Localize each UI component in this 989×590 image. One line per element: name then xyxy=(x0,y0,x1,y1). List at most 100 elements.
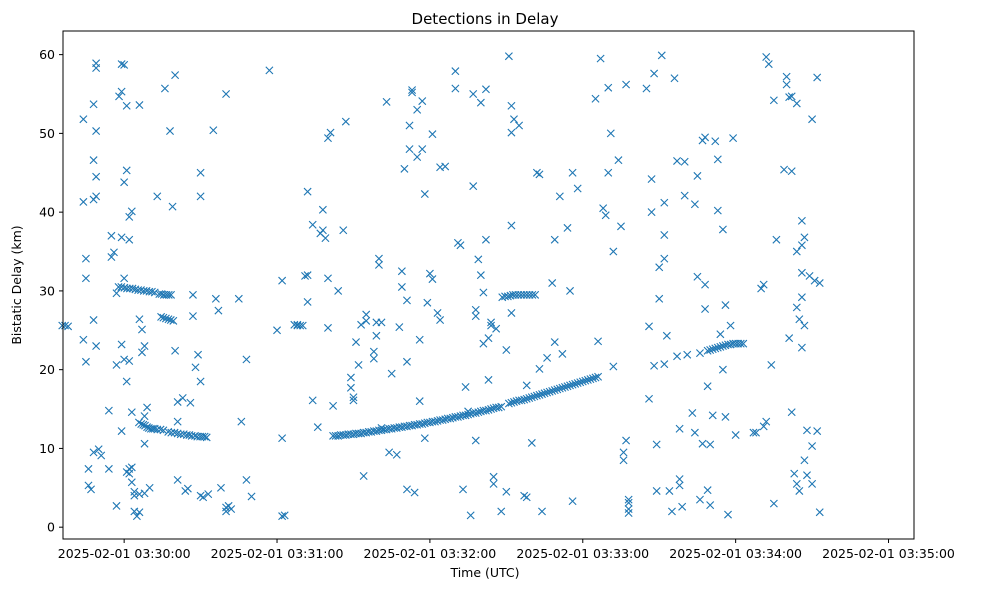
track-detection-marker xyxy=(538,390,546,399)
track-detection-marker xyxy=(147,287,156,296)
detection-marker xyxy=(137,348,146,357)
detection-marker xyxy=(492,324,501,333)
track-detection-marker xyxy=(535,390,544,399)
track-detection-marker xyxy=(484,405,493,414)
detection-marker xyxy=(352,338,360,347)
detection-marker xyxy=(800,456,809,465)
detection-marker xyxy=(787,92,796,101)
detection-marker xyxy=(507,308,516,317)
track-detection-marker xyxy=(522,394,531,403)
detection-marker xyxy=(89,156,98,165)
track-detection-marker xyxy=(531,290,540,299)
detection-marker xyxy=(706,501,715,510)
detection-marker xyxy=(701,280,710,289)
track-detection-marker xyxy=(507,398,516,407)
detection-marker xyxy=(780,165,789,174)
detection-marker xyxy=(507,128,516,137)
detection-marker xyxy=(792,479,801,488)
detection-marker xyxy=(675,481,684,490)
detection-marker xyxy=(787,408,796,417)
detection-marker xyxy=(706,440,715,449)
detection-marker xyxy=(790,469,799,478)
track-detection-marker xyxy=(548,386,557,395)
track-detection-marker xyxy=(504,399,513,408)
track-detection-marker xyxy=(453,412,462,421)
detection-marker xyxy=(721,301,730,310)
detection-marker xyxy=(92,127,101,136)
track-detection-marker xyxy=(550,386,559,395)
detection-marker xyxy=(204,490,213,499)
track-detection-marker xyxy=(568,380,577,389)
detection-marker xyxy=(94,445,103,454)
detection-marker xyxy=(535,170,544,179)
detection-marker xyxy=(122,468,131,477)
detection-marker xyxy=(186,398,195,407)
detection-marker xyxy=(609,362,618,371)
detection-marker xyxy=(660,254,669,263)
detection-marker xyxy=(476,271,485,280)
detection-marker xyxy=(112,360,121,369)
track-detection-marker xyxy=(418,420,427,428)
track-detection-marker xyxy=(511,290,520,299)
detection-marker xyxy=(234,294,243,303)
detection-marker xyxy=(792,99,801,108)
x-tick-label: 2025-02-01 03:34:00 xyxy=(669,546,802,561)
detection-marker xyxy=(703,382,712,391)
track-detection-marker xyxy=(169,316,178,325)
detection-marker xyxy=(769,499,778,508)
detection-marker xyxy=(688,408,697,417)
detection-marker xyxy=(278,434,287,443)
detection-marker xyxy=(731,431,740,440)
track-detection-marker xyxy=(170,428,179,437)
plot-background xyxy=(63,31,914,539)
detection-marker xyxy=(489,479,498,488)
detection-marker xyxy=(481,235,490,244)
track-detection-marker xyxy=(164,427,173,436)
detection-marker xyxy=(188,290,197,299)
detection-marker xyxy=(690,428,699,437)
detection-marker xyxy=(479,288,488,297)
detection-marker xyxy=(675,424,684,433)
detection-marker xyxy=(196,192,205,201)
detection-marker xyxy=(117,427,126,436)
track-detection-marker xyxy=(509,397,518,406)
detection-marker xyxy=(810,276,819,285)
detection-marker xyxy=(122,101,131,110)
detection-marker xyxy=(665,486,674,495)
detection-marker xyxy=(642,84,651,93)
detection-marker xyxy=(137,325,146,334)
detection-marker xyxy=(762,53,771,61)
detection-marker xyxy=(125,212,134,221)
detection-marker xyxy=(808,479,817,488)
detection-marker xyxy=(660,230,669,239)
detection-marker xyxy=(127,408,136,417)
track-detection-marker xyxy=(487,405,496,414)
detection-marker xyxy=(471,436,480,445)
detection-marker xyxy=(117,87,126,96)
detection-marker xyxy=(84,481,93,490)
detection-marker xyxy=(127,207,136,216)
detection-marker xyxy=(415,397,424,406)
detection-marker xyxy=(782,72,791,81)
detection-marker xyxy=(647,175,656,184)
detection-marker xyxy=(507,101,516,110)
y-tick-label: 0 xyxy=(47,520,55,535)
plot-frame xyxy=(62,30,915,540)
detection-marker xyxy=(214,306,223,315)
detection-marker xyxy=(369,354,378,363)
detection-marker xyxy=(377,318,386,327)
detection-marker xyxy=(484,334,493,343)
detection-marker xyxy=(469,182,478,191)
track-detection-marker xyxy=(156,425,165,434)
chart-title: Detections in Delay xyxy=(412,10,559,28)
detection-marker xyxy=(130,507,139,516)
detection-marker xyxy=(280,511,289,520)
detection-marker xyxy=(107,231,116,240)
detection-marker xyxy=(382,97,391,106)
detection-marker xyxy=(405,145,414,154)
detection-marker xyxy=(222,90,231,98)
detection-marker xyxy=(372,331,381,340)
track-detection-marker xyxy=(528,290,537,299)
detection-marker xyxy=(237,417,246,426)
